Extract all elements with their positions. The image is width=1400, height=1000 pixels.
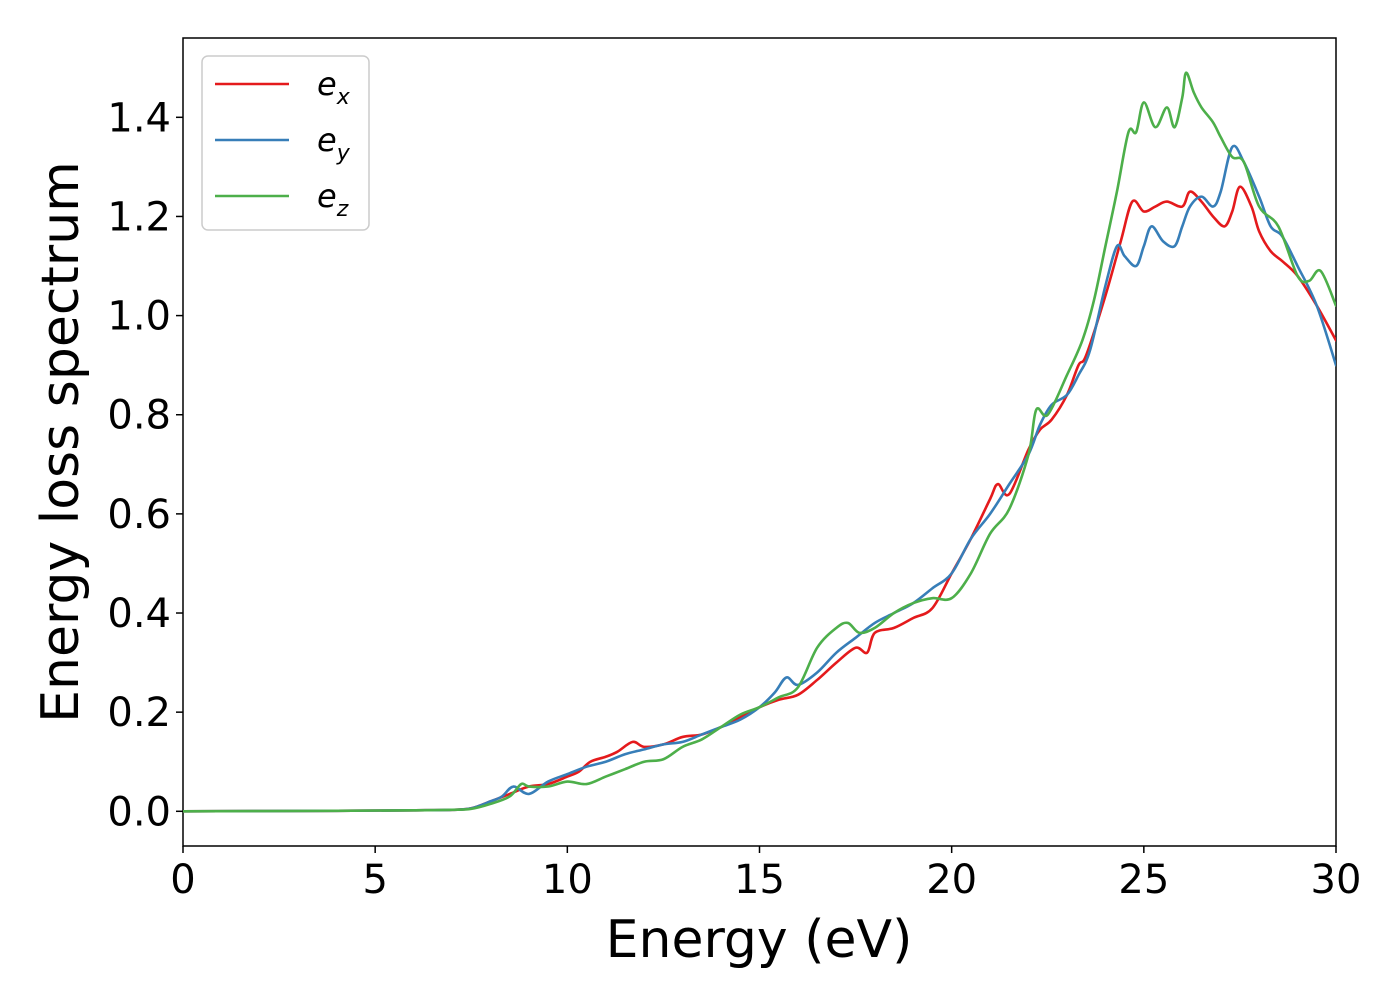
y-tick-label: 1.2	[107, 194, 171, 240]
x-axis-label: Energy (eV)	[606, 910, 913, 970]
y-axis-label: Energy loss spectrum	[31, 161, 91, 723]
x-tick-label: 25	[1118, 857, 1169, 903]
legend-label-main: e	[317, 65, 337, 103]
legend-label-main: e	[317, 177, 337, 215]
legend-label-e-y: ey	[317, 121, 351, 166]
y-tick-label: 1.0	[107, 294, 171, 340]
x-tick-label: 0	[170, 857, 195, 903]
legend-label-subscript: z	[336, 197, 349, 222]
y-tick-label: 0.4	[107, 591, 171, 637]
x-tick-label: 30	[1311, 857, 1362, 903]
x-axis-ticks: 0 5 10 15 20 25 30	[170, 846, 1361, 903]
legend-label-subscript: x	[336, 85, 351, 110]
x-tick-label: 5	[362, 857, 387, 903]
legend-label-e-z: ez	[317, 177, 349, 222]
x-tick-label: 10	[542, 857, 593, 903]
y-tick-label: 0.8	[107, 393, 171, 439]
legend-frame	[201, 55, 370, 231]
series-line-e-z	[183, 71, 1336, 813]
y-tick-label: 0.0	[107, 789, 171, 835]
plot-area-frame	[182, 37, 1337, 847]
y-axis-ticks: 0.0 0.2 0.4 0.6 0.8 1.0 1.2 1.4	[107, 95, 183, 835]
x-tick-label: 15	[734, 857, 785, 903]
legend-label-main: e	[317, 121, 337, 159]
series-line-e-y	[183, 144, 1336, 813]
series-line-e-x	[183, 185, 1336, 813]
x-tick-label: 20	[926, 857, 977, 903]
y-tick-label: 0.6	[107, 492, 171, 538]
legend-label-subscript: y	[336, 141, 351, 166]
series-layer	[183, 71, 1336, 813]
y-tick-label: 0.2	[107, 690, 171, 736]
y-tick-label: 1.4	[107, 95, 171, 141]
legend-label-e-x: ex	[317, 65, 351, 110]
